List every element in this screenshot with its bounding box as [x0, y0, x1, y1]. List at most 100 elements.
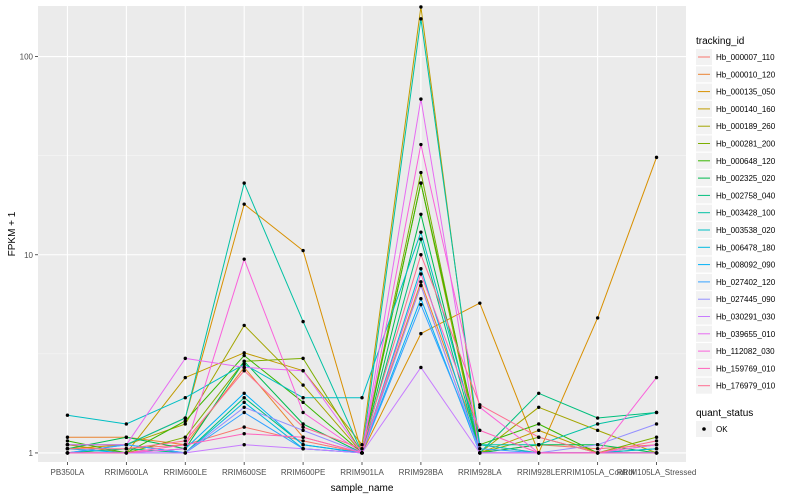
data-point	[419, 237, 423, 241]
legend-label: Hb_000010_120	[716, 70, 776, 79]
legend-label: Hb_027445_090	[716, 295, 776, 304]
data-point	[301, 248, 305, 253]
data-point	[301, 447, 305, 451]
data-point	[478, 451, 482, 455]
data-point	[537, 405, 541, 409]
data-point	[301, 356, 305, 361]
legend-label: Hb_000135_050	[716, 88, 776, 97]
data-point	[301, 443, 305, 447]
data-point	[537, 451, 541, 455]
data-point	[537, 422, 541, 426]
legend-label: Hb_159769_010	[716, 364, 776, 373]
data-point	[419, 181, 423, 185]
data-point	[419, 142, 423, 147]
x-tick-label: RRIM600LE	[163, 468, 207, 477]
data-point	[595, 316, 600, 320]
data-point	[419, 302, 423, 307]
legend-label: Hb_000189_260	[716, 122, 776, 131]
data-point	[419, 283, 423, 288]
data-point	[242, 202, 246, 206]
data-point	[301, 410, 305, 415]
data-point	[419, 272, 423, 276]
data-point	[537, 443, 541, 447]
legend-label: Hb_027402_120	[716, 278, 776, 287]
y-tick-label: 10	[24, 251, 33, 260]
data-point	[183, 416, 187, 420]
legend-title: tracking_id	[696, 36, 744, 47]
data-point	[183, 447, 187, 451]
legend-items: Hb_000007_110 Hb_000010_120 Hb_000135_050 H…	[696, 49, 776, 394]
data-point	[242, 400, 246, 405]
x-tick-label: RRIM600LA	[105, 468, 149, 477]
data-point	[478, 403, 482, 407]
data-point	[360, 451, 364, 455]
data-point	[242, 368, 246, 373]
data-point	[242, 425, 246, 429]
x-axis: PB350LA RRIM600LA RRIM600LE RRIM600SE RRIM60…	[51, 462, 697, 477]
x-tick-label: RRIM105LA_Stressed	[617, 468, 697, 477]
data-point	[242, 405, 246, 409]
legend: tracking_id Hb_000007_110Hb_000010_120Hb…	[696, 36, 776, 437]
data-point	[183, 439, 187, 443]
data-point	[124, 422, 129, 426]
data-point	[183, 443, 187, 447]
data-point	[419, 170, 423, 175]
data-point	[301, 428, 305, 433]
data-point	[301, 435, 305, 439]
data-point	[242, 391, 246, 395]
data-point	[537, 435, 541, 439]
data-point	[419, 297, 423, 301]
legend-label: Hb_000281_200	[716, 140, 776, 149]
data-point	[124, 451, 129, 455]
legend-label: Hb_003428_100	[716, 209, 776, 218]
data-point	[183, 451, 187, 455]
data-point	[360, 443, 364, 447]
data-point	[419, 253, 423, 257]
data-point	[301, 425, 305, 429]
data-point	[478, 301, 482, 305]
data-point	[183, 422, 187, 426]
data-point	[654, 439, 659, 443]
data-point	[242, 362, 246, 367]
data-point	[301, 395, 305, 400]
data-point	[419, 365, 423, 370]
data-point	[183, 356, 187, 361]
data-point	[654, 422, 659, 426]
y-tick-label: 1	[29, 449, 34, 458]
data-point	[301, 319, 305, 324]
data-point	[183, 395, 187, 400]
data-point	[242, 353, 246, 358]
legend-label: Hb_030291_030	[716, 313, 776, 322]
data-point	[242, 181, 246, 185]
data-point	[654, 155, 659, 160]
x-tick-label: RRIM928LA	[458, 468, 502, 477]
x-tick-label: RRIM901LA	[340, 468, 384, 477]
data-point	[183, 419, 187, 423]
legend-label: Hb_008092_090	[716, 261, 776, 270]
legend-label: Hb_176979_010	[716, 382, 776, 391]
data-point	[595, 428, 600, 433]
data-point	[65, 451, 70, 455]
data-point	[419, 280, 423, 284]
data-point	[242, 351, 246, 355]
data-point	[537, 428, 541, 433]
legend-label: Hb_112082_030	[716, 347, 775, 356]
legend-label: Hb_000648_120	[716, 157, 776, 166]
data-point	[242, 257, 246, 261]
data-point	[478, 405, 482, 409]
legend-label: Hb_002325_020	[716, 174, 776, 183]
legend-label: Hb_000140_160	[716, 105, 776, 114]
data-point	[419, 331, 423, 336]
data-point	[595, 443, 600, 447]
data-point	[478, 428, 482, 433]
x-axis-title: sample_name	[331, 483, 394, 494]
legend-label: Hb_003538_020	[716, 226, 776, 235]
data-point	[65, 435, 70, 439]
data-point	[242, 410, 246, 415]
data-point	[242, 395, 246, 400]
shape-legend-title: quant_status	[696, 408, 753, 419]
data-point	[242, 432, 246, 436]
data-point	[654, 375, 659, 380]
y-axis-title: FPKM + 1	[7, 211, 18, 256]
